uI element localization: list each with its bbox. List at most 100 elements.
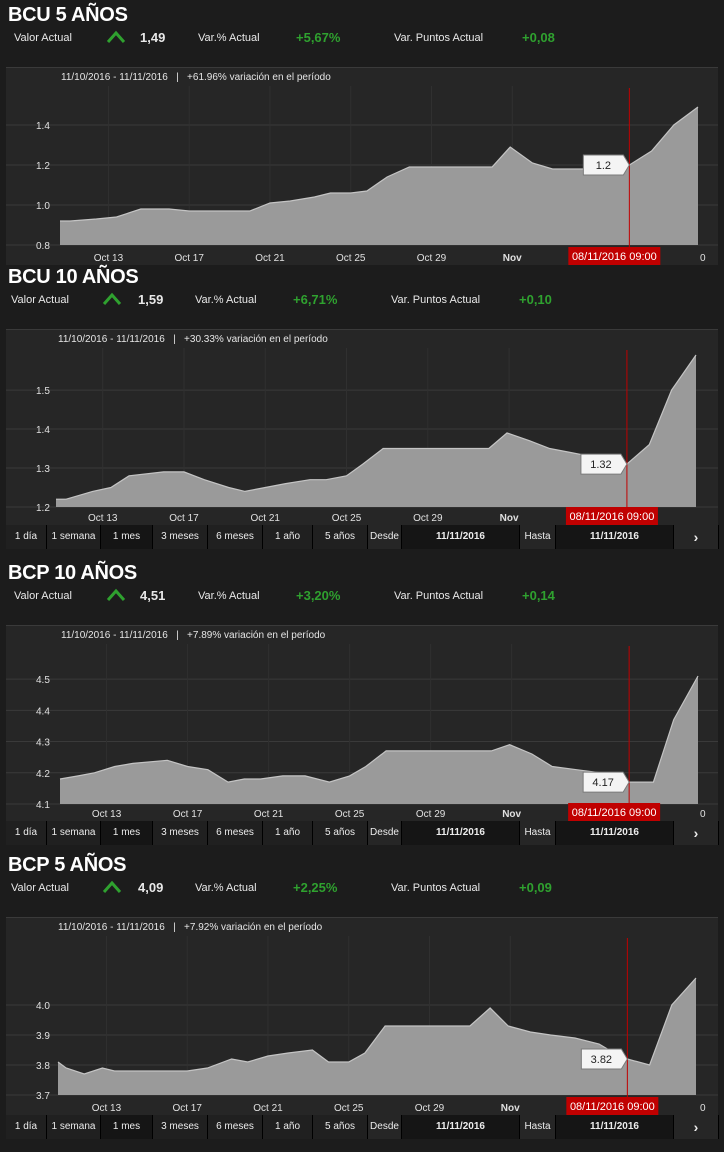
y-tick-label: 0.8 bbox=[36, 241, 50, 252]
hasta-label: Hasta bbox=[520, 525, 556, 549]
valor-actual-label: Valor Actual bbox=[14, 590, 72, 602]
area-series bbox=[60, 107, 698, 245]
range-button[interactable]: 1 mes bbox=[101, 821, 153, 845]
hasta-date-input[interactable]: 11/11/2016 bbox=[556, 525, 674, 549]
panel-title: BCU 5 AÑOS bbox=[8, 4, 128, 26]
chart-area[interactable]: 11/10/2016 - 11/11/2016 | +7.89% variaci… bbox=[6, 625, 718, 821]
hasta-date-input[interactable]: 11/11/2016 bbox=[556, 821, 674, 845]
var-pct-label: Var.% Actual bbox=[198, 590, 260, 602]
next-arrow-icon[interactable]: › bbox=[674, 525, 719, 549]
y-tick-label: 4.1 bbox=[36, 800, 50, 811]
chart-area[interactable]: 11/10/2016 - 11/11/2016 | +30.33% variac… bbox=[6, 329, 718, 525]
period-range: 11/10/2016 - 11/11/2016 | +7.92% variaci… bbox=[58, 922, 323, 933]
y-tick-label: 1.4 bbox=[36, 425, 50, 436]
valor-actual-value: 1,49 bbox=[140, 30, 166, 45]
range-button[interactable]: 1 año bbox=[263, 525, 313, 549]
range-button[interactable]: 3 meses bbox=[153, 525, 208, 549]
area-chart[interactable]: 1.2 1.3 1.4 1.5 Oct 13 Oct 17 Oct 21 Oct 25 Oct … bbox=[6, 330, 718, 525]
range-button[interactable]: 1 mes bbox=[101, 525, 153, 549]
desde-date-input[interactable]: 11/11/2016 bbox=[402, 1115, 520, 1139]
range-button[interactable]: 1 año bbox=[263, 821, 313, 845]
var-puntos-value: +0,09 bbox=[519, 880, 552, 895]
x-tick-label: Oct 13 bbox=[94, 253, 124, 264]
range-button[interactable]: 6 meses bbox=[208, 821, 263, 845]
stats-row: Valor Actual 1,49 Var.% Actual +5,67% Va… bbox=[0, 30, 724, 48]
y-tick-label: 1.5 bbox=[36, 386, 50, 397]
next-arrow-icon[interactable]: › bbox=[674, 821, 719, 845]
range-button[interactable]: 5 años bbox=[313, 821, 368, 845]
stats-row: Valor Actual 1,59 Var.% Actual +6,71% Va… bbox=[0, 292, 724, 310]
desde-date-input[interactable]: 11/11/2016 bbox=[402, 525, 520, 549]
cursor-time-label: 08/11/2016 09:00 bbox=[566, 1097, 659, 1115]
var-puntos-label: Var. Puntos Actual bbox=[394, 590, 484, 602]
cursor-time-text: 08/11/2016 09:00 bbox=[572, 807, 657, 819]
x-tick-label: Oct 29 bbox=[413, 513, 443, 524]
x-tick-label: Nov bbox=[503, 253, 522, 264]
arrow-up-icon bbox=[106, 29, 126, 45]
range-button[interactable]: 1 semana bbox=[47, 1115, 101, 1139]
range-button[interactable]: 1 día bbox=[6, 821, 47, 845]
range-button[interactable]: 1 semana bbox=[47, 525, 101, 549]
area-series bbox=[60, 676, 698, 804]
y-tick-label: 3.8 bbox=[36, 1061, 50, 1072]
range-button[interactable]: 5 años bbox=[313, 1115, 368, 1139]
valor-actual-label: Valor Actual bbox=[11, 294, 69, 306]
area-chart[interactable]: 0.8 1.0 1.2 1.4 Oct 13 Oct 17 Oct 21 Oct 25 Oct … bbox=[6, 68, 718, 265]
range-button[interactable]: 3 meses bbox=[153, 821, 208, 845]
range-button[interactable]: 3 meses bbox=[153, 1115, 208, 1139]
y-tick-label: 3.9 bbox=[36, 1031, 50, 1042]
x-tick-label: Oct 29 bbox=[416, 809, 446, 820]
x-tick-label-partial: 0 bbox=[700, 809, 706, 820]
x-tick-label: Oct 13 bbox=[92, 809, 122, 820]
area-chart[interactable]: 3.7 3.8 3.9 4.0 Oct 13 Oct 17 Oct 21 Oct 25 Oct … bbox=[6, 918, 718, 1115]
range-button[interactable]: 5 años bbox=[313, 525, 368, 549]
x-tick-label-partial: 0 bbox=[700, 253, 706, 264]
hasta-date-input[interactable]: 11/11/2016 bbox=[556, 1115, 674, 1139]
var-pct-label: Var.% Actual bbox=[195, 294, 257, 306]
stats-row: Valor Actual 4,51 Var.% Actual +3,20% Va… bbox=[0, 588, 724, 606]
arrow-up-icon bbox=[102, 291, 122, 307]
value-tooltip: 4.17 bbox=[582, 771, 630, 793]
x-tick-label: Oct 13 bbox=[88, 513, 118, 524]
var-puntos-label: Var. Puntos Actual bbox=[391, 882, 481, 894]
range-button[interactable]: 1 día bbox=[6, 1115, 47, 1139]
valor-actual-label: Valor Actual bbox=[11, 882, 69, 894]
x-tick-label: Oct 13 bbox=[92, 1103, 122, 1114]
var-pct-value: +6,71% bbox=[293, 292, 338, 307]
hasta-label: Hasta bbox=[520, 821, 556, 845]
x-tick-label: Oct 21 bbox=[255, 253, 285, 264]
y-tick-label: 1.3 bbox=[36, 464, 50, 475]
range-button[interactable]: 6 meses bbox=[208, 1115, 263, 1139]
chart-area[interactable]: 11/10/2016 - 11/11/2016 | +7.92% variaci… bbox=[6, 917, 718, 1115]
cursor-time-label: 08/11/2016 09:00 bbox=[568, 803, 661, 821]
next-arrow-icon[interactable]: › bbox=[674, 1115, 719, 1139]
y-tick-label: 4.0 bbox=[36, 1001, 50, 1012]
arrow-up-icon bbox=[106, 587, 126, 603]
period-change: +7.92% variación en el período bbox=[184, 922, 323, 933]
valor-actual-value: 1,59 bbox=[138, 292, 164, 307]
tooltip-value: 1.2 bbox=[596, 160, 611, 172]
var-pct-label: Var.% Actual bbox=[198, 32, 260, 44]
series-line bbox=[57, 977, 697, 1075]
area-chart[interactable]: 4.1 4.2 4.3 4.4 4.5 Oct 13 Oct 17 Oct 21 Oct 25 O… bbox=[6, 626, 718, 821]
tooltip-value: 4.17 bbox=[592, 777, 613, 789]
range-button[interactable]: 1 día bbox=[6, 525, 47, 549]
range-button[interactable]: 6 meses bbox=[208, 525, 263, 549]
var-puntos-label: Var. Puntos Actual bbox=[391, 294, 481, 306]
x-tick-label: Oct 21 bbox=[253, 1103, 283, 1114]
range-button[interactable]: 1 año bbox=[263, 1115, 313, 1139]
x-tick-label: Oct 25 bbox=[332, 513, 362, 524]
x-tick-label: Oct 21 bbox=[254, 809, 284, 820]
range-button[interactable]: 1 semana bbox=[47, 821, 101, 845]
var-pct-value: +3,20% bbox=[296, 588, 341, 603]
range-button[interactable]: 1 mes bbox=[101, 1115, 153, 1139]
chart-area[interactable]: 11/10/2016 - 11/11/2016 | +61.96% variac… bbox=[6, 67, 718, 265]
desde-label: Desde bbox=[368, 1115, 402, 1139]
y-tick-label: 4.4 bbox=[36, 706, 50, 717]
period-change: +7.89% variación en el período bbox=[187, 630, 326, 641]
range-toolbar: 1 día 1 semana 1 mes 3 meses 6 meses 1 año 5 a… bbox=[6, 525, 719, 549]
y-tick-label: 1.2 bbox=[36, 503, 50, 514]
period-change: +61.96% variación en el período bbox=[187, 72, 331, 83]
desde-date-input[interactable]: 11/11/2016 bbox=[402, 821, 520, 845]
valor-actual-value: 4,09 bbox=[138, 880, 164, 895]
